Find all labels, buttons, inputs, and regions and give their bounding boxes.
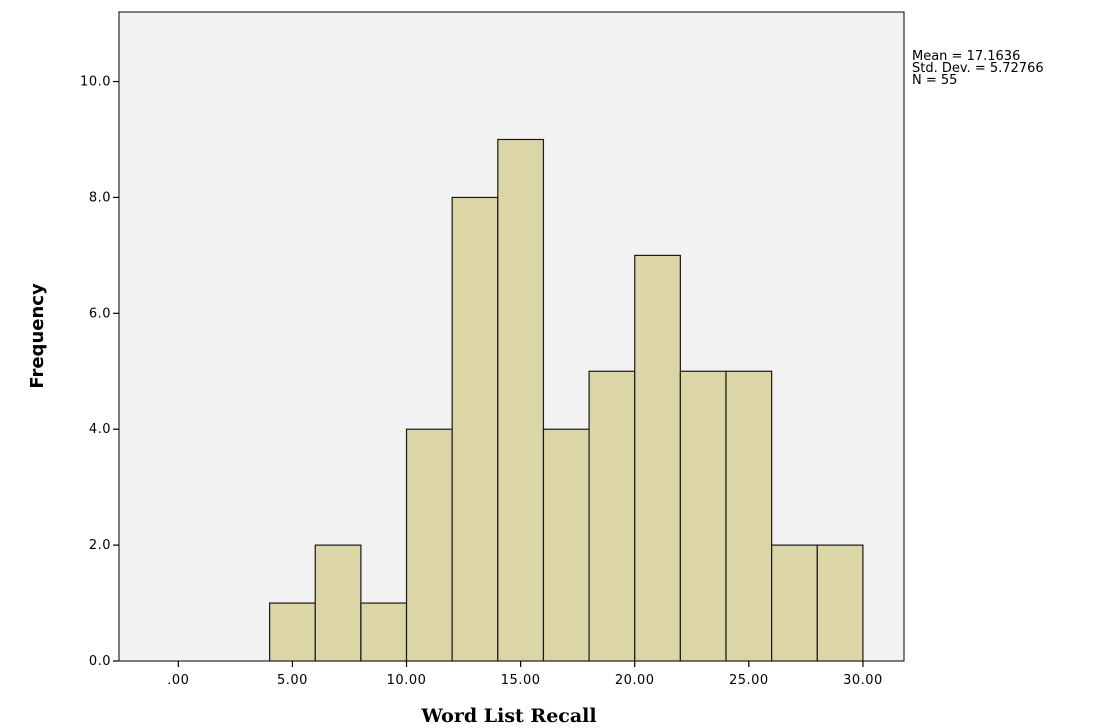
x-axis: .00 5.00 10.00 15.00 20.00 25.00 30.00 [167, 661, 883, 688]
x-axis-title: Word List Recall [420, 705, 596, 727]
histogram-bar-8 [588, 370, 636, 662]
stats-mean: Mean = 17.1636 [912, 49, 1020, 64]
x-tick-label-5: 25.00 [729, 673, 769, 688]
histogram-bar-1 [269, 602, 316, 662]
histogram-bar-4 [405, 428, 453, 662]
x-tick-label-1: 5.00 [277, 673, 308, 688]
histogram-bar-5 [451, 196, 499, 662]
stats-std-dev: Std. Dev. = 5.72766 [912, 61, 1044, 76]
y-tick-label-4: 8.0 [89, 190, 111, 205]
histogram-bar-12 [771, 544, 818, 662]
y-tick-label-0: 0.0 [89, 654, 111, 669]
y-tick-label-1: 2.0 [89, 538, 111, 553]
x-tick-label-0: .00 [167, 673, 189, 688]
histogram-bar-2 [314, 544, 362, 662]
x-tick-label-3: 15.00 [501, 673, 541, 688]
y-tick-label-3: 6.0 [89, 306, 111, 321]
x-tick-label-2: 10.00 [387, 673, 427, 688]
histogram-bar-13 [816, 544, 864, 662]
histogram-bar-7 [542, 428, 590, 662]
histogram-bar-6 [497, 138, 545, 662]
histogram-bar-9 [634, 254, 681, 662]
y-axis: 0.0 2.0 4.0 6.0 8.0 10.0 [80, 75, 119, 669]
y-tick-label-5: 10.0 [80, 75, 111, 90]
x-tick-label-6: 30.00 [843, 673, 883, 688]
histogram-bar-3 [360, 602, 408, 662]
x-tick-label-4: 20.00 [615, 673, 655, 688]
y-axis-title: Frequency [27, 283, 48, 389]
y-tick-label-2: 4.0 [89, 422, 111, 437]
stats-box: Mean = 17.1636 Std. Dev. = 5.72766 N = 5… [912, 49, 1044, 88]
histogram-bar-11 [725, 370, 773, 662]
stats-n: N = 55 [912, 73, 957, 88]
histogram-bars [269, 138, 864, 662]
histogram-bar-10 [679, 370, 727, 662]
